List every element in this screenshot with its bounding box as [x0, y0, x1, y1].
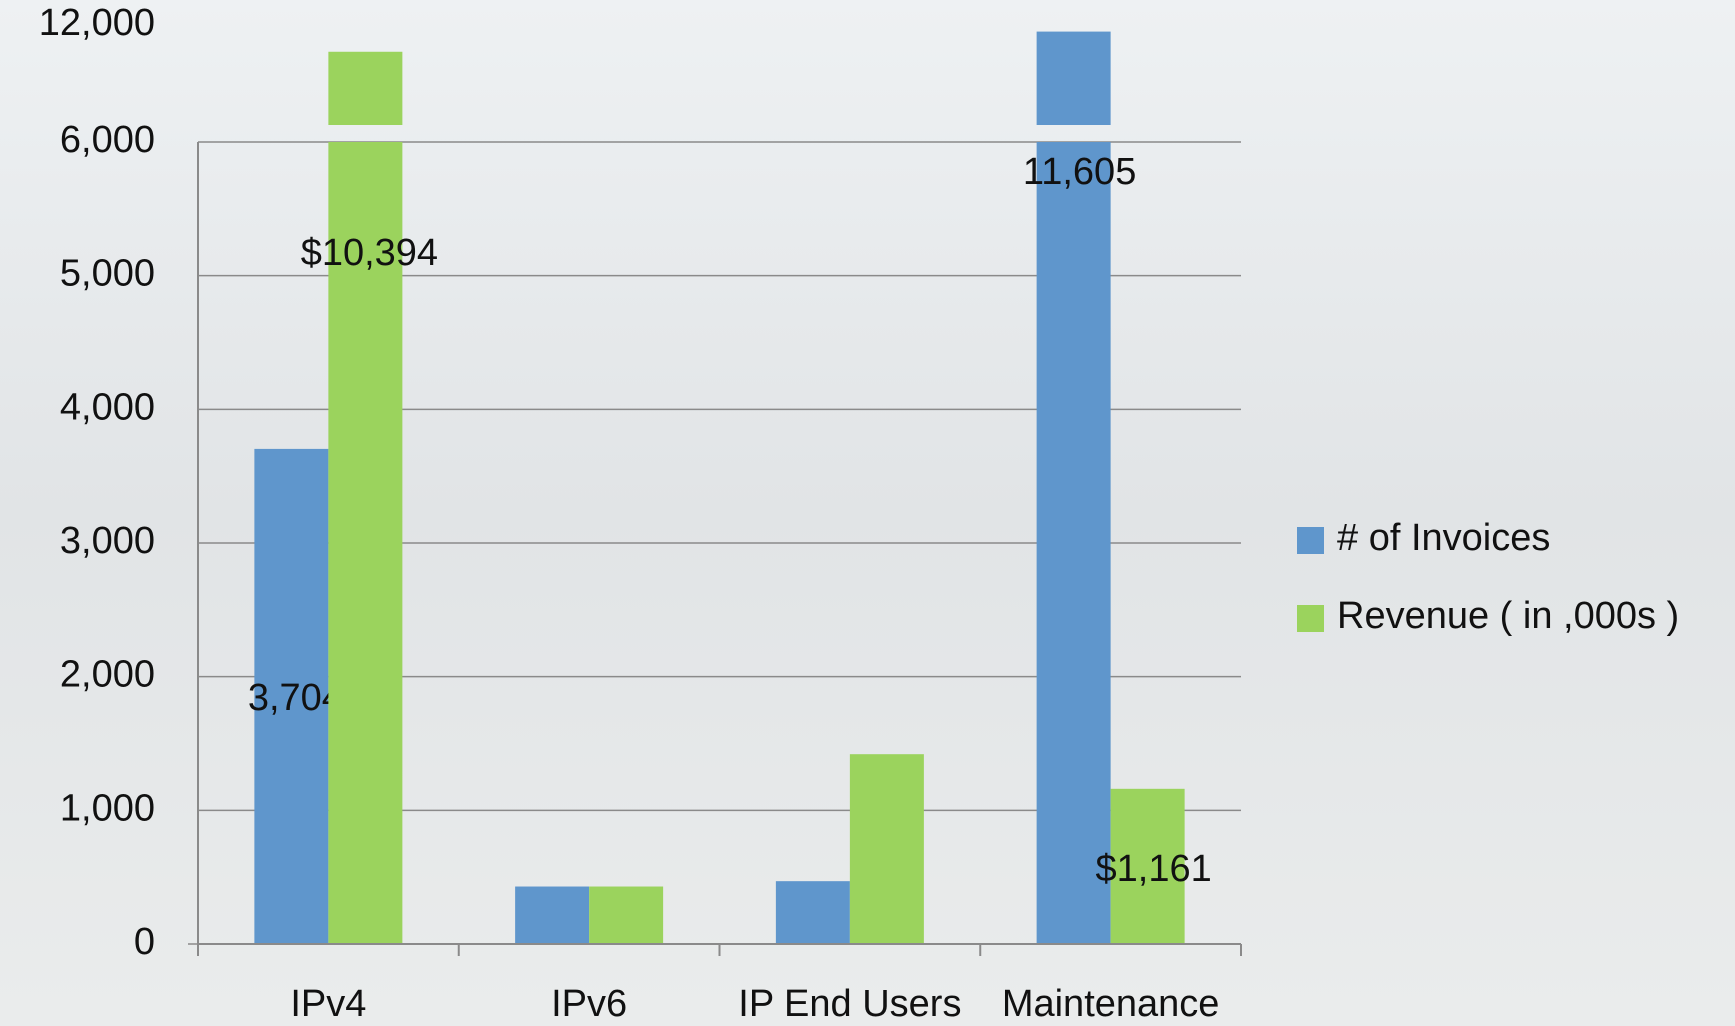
x-tick-label: Maintenance	[1002, 983, 1220, 1025]
chart: 0 1,000 2,000 3,000 4,000 5,000 6,000 12,000 IPv…	[0, 0, 1735, 1026]
x-tick-label: IP End Users	[738, 983, 961, 1025]
y-tick-label: 5,000	[60, 253, 155, 295]
y-tick-label: 6,000	[60, 119, 155, 161]
x-tick-label: IPv4	[290, 983, 366, 1025]
data-label: $1,161	[1096, 848, 1212, 890]
x-tick-label: IPv6	[551, 983, 627, 1025]
legend-swatch	[1297, 527, 1324, 554]
bar-segment	[328, 52, 402, 125]
bar-segment	[1037, 32, 1111, 125]
y-tick-label: 1,000	[60, 787, 155, 829]
bar-segment	[776, 881, 850, 944]
bar	[328, 52, 402, 944]
bar	[850, 754, 924, 944]
y-tick-label: 2,000	[60, 654, 155, 696]
legend-label: Revenue ( in ,000s )	[1337, 595, 1679, 637]
bar-segment	[515, 887, 589, 944]
bar-segment	[1037, 142, 1111, 944]
y-tick-label: 12,000	[39, 2, 155, 44]
data-label: 11,605	[1023, 151, 1136, 193]
y-tick-label: 0	[134, 921, 155, 963]
legend-swatch	[1297, 605, 1324, 632]
bar-segment	[850, 754, 924, 944]
y-tick-label: 4,000	[60, 386, 155, 428]
bar	[776, 881, 850, 944]
data-label: $10,394	[301, 232, 438, 274]
bar	[589, 887, 663, 944]
bar	[515, 887, 589, 944]
legend-label: # of Invoices	[1337, 517, 1550, 559]
y-tick-label: 3,000	[60, 520, 155, 562]
bar-segment	[589, 887, 663, 944]
